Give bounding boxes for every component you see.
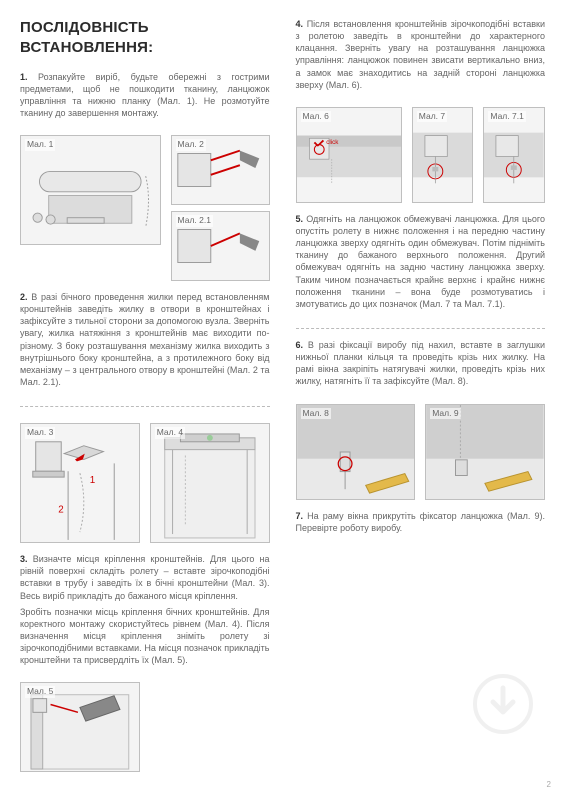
page-number: 2 — [547, 780, 551, 791]
figure-2-1-caption: Мал. 2.1 — [176, 215, 213, 226]
step-6: 6. В разі фіксації виробу під нахил, вст… — [296, 339, 546, 388]
figure-2-1: Мал. 2.1 — [171, 211, 270, 281]
fig-row-4: Мал. 6 click Мал. 7 — [296, 107, 546, 203]
step-2: 2. В разі бічного проведення жилки перед… — [20, 291, 270, 388]
step-6-text: 6. В разі фіксації виробу під нахил, вст… — [296, 339, 546, 388]
step-3-text: 3. Визначте місця кріплення кронштейнів.… — [20, 553, 270, 602]
step-3: 3. Визначте місця кріплення кронштейнів.… — [20, 553, 270, 666]
step-1: 1. Розпакуйте виріб, будьте обережні з г… — [20, 71, 270, 120]
figure-7: Мал. 7 — [412, 107, 474, 203]
figure-2-caption: Мал. 2 — [176, 139, 206, 150]
page-title: ПОСЛІДОВНІСТЬ ВСТАНОВЛЕННЯ: — [20, 18, 270, 59]
figure-2: Мал. 2 — [171, 135, 270, 205]
figure-3-caption: Мал. 3 — [25, 427, 55, 438]
step-7: 7. На раму вікна прикрутіть фіксатор лан… — [296, 510, 546, 534]
svg-text:1: 1 — [90, 475, 95, 486]
fig-row-5: Мал. 8 Мал. 9 — [296, 404, 546, 500]
figure-9-caption: Мал. 9 — [430, 408, 460, 419]
fig-row-2: Мал. 3 2 1 Мал. 4 — [20, 423, 270, 543]
step-4-text: 4. Після встановлення кронштейнів зірочк… — [296, 18, 546, 91]
svg-text:click: click — [326, 139, 339, 146]
figure-3: Мал. 3 2 1 — [20, 423, 140, 543]
figure-1-caption: Мал. 1 — [25, 139, 55, 150]
fig-row-3: Мал. 5 — [20, 682, 270, 772]
figure-6-caption: Мал. 6 — [301, 111, 331, 122]
left-column: ПОСЛІДОВНІСТЬ ВСТАНОВЛЕННЯ: 1. Розпакуйт… — [20, 18, 270, 782]
separator-right — [296, 328, 546, 329]
figure-5: Мал. 5 — [20, 682, 140, 772]
figure-9: Мал. 9 — [425, 404, 545, 500]
step-7-text: 7. На раму вікна прикрутіть фіксатор лан… — [296, 510, 546, 534]
figure-7-caption: Мал. 7 — [417, 111, 447, 122]
figure-1: Мал. 1 — [20, 135, 161, 245]
svg-text:2: 2 — [58, 505, 63, 516]
figure-5-caption: Мал. 5 — [25, 686, 55, 697]
step-5: 5. Одягніть на ланцюжок обмежувачі ланцю… — [296, 213, 546, 310]
figure-4-caption: Мал. 4 — [155, 427, 185, 438]
figure-6: Мал. 6 click — [296, 107, 402, 203]
figure-7-1: Мал. 7.1 — [483, 107, 545, 203]
fig-row-1: Мал. 1 Мал. 2 — [20, 135, 270, 281]
figure-8-caption: Мал. 8 — [301, 408, 331, 419]
step-4: 4. Після встановлення кронштейнів зірочк… — [296, 18, 546, 91]
step-5-text: 5. Одягніть на ланцюжок обмежувачі ланцю… — [296, 213, 546, 310]
step-3b-text: Зробіть позначки місць кріплення бічних … — [20, 606, 270, 667]
step-2-text: 2. В разі бічного проведення жилки перед… — [20, 291, 270, 388]
figure-4: Мал. 4 — [150, 423, 270, 543]
right-column: 4. Після встановлення кронштейнів зірочк… — [296, 18, 546, 782]
figure-8: Мал. 8 — [296, 404, 416, 500]
step-1-text: 1. Розпакуйте виріб, будьте обережні з г… — [20, 71, 270, 120]
figure-7-1-caption: Мал. 7.1 — [488, 111, 525, 122]
separator-left — [20, 406, 270, 407]
